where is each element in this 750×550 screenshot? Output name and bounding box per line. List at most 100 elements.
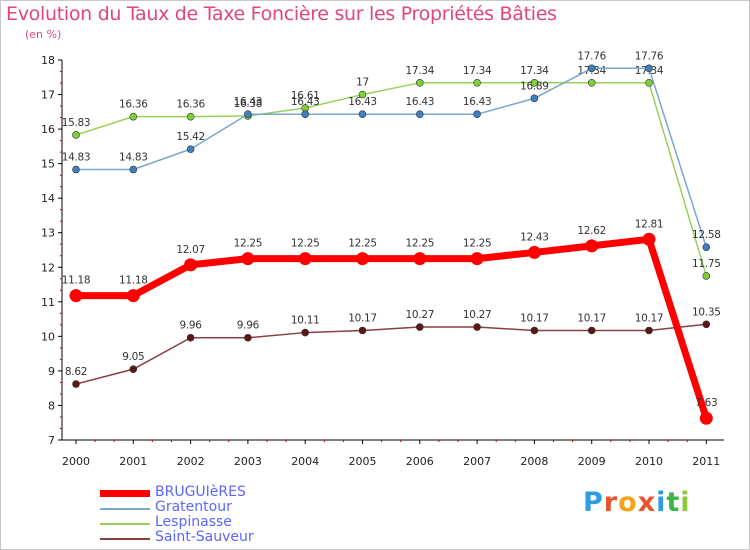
data-label-gratentour: 12.58: [692, 229, 721, 241]
data-label-bruguieres: 12.25: [348, 238, 377, 250]
data-label-lespinasse: 15.83: [62, 117, 91, 129]
chart-unit-label: (en %): [25, 28, 62, 41]
data-point-lespinasse: [587, 79, 596, 87]
data-point-lespinasse: [129, 112, 138, 121]
data-label-gratentour: 14.83: [119, 152, 148, 164]
y-tick-label: 9: [48, 365, 55, 378]
data-label-gratentour: 16.43: [234, 96, 263, 108]
data-label-gratentour: 17.76: [635, 50, 664, 62]
data-label-saintsauveur: 10.17: [520, 312, 549, 324]
data-point-gratentour: [129, 165, 138, 174]
x-tick-label: 2006: [406, 455, 434, 468]
data-label-bruguieres: 7.63: [695, 397, 717, 409]
legend-swatch-gratentour: [100, 508, 150, 510]
x-tick-label: 2003: [234, 455, 262, 468]
logo-letter: i: [680, 487, 691, 518]
logo-letter: i: [656, 487, 667, 518]
x-tick-label: 2007: [463, 455, 491, 468]
x-tick-label: 2011: [692, 455, 720, 468]
data-label-gratentour: 15.42: [176, 131, 205, 143]
data-label-saintsauveur: 10.17: [577, 312, 606, 324]
data-label-lespinasse: 11.75: [692, 258, 721, 270]
legend-swatch-saint-sauveur: [100, 538, 150, 540]
data-point-gratentour: [415, 110, 424, 119]
y-tick-label: 15: [41, 158, 55, 171]
data-label-saintsauveur: 10.27: [463, 309, 492, 321]
series-line-saintsauveur: [75, 323, 708, 385]
y-tick-label: 11: [41, 296, 55, 309]
data-label-saintsauveur: 10.17: [635, 312, 664, 324]
data-point-saintsauveur: [415, 323, 424, 331]
y-tick-label: 16: [41, 123, 55, 136]
data-point-gratentour: [530, 94, 539, 103]
data-label-bruguieres: 12.25: [291, 238, 320, 250]
data-point-lespinasse: [645, 79, 653, 87]
chart-title: Evolution du Taux de Taxe Foncière sur l…: [6, 3, 557, 25]
x-tick-label: 2008: [520, 455, 548, 468]
data-label-lespinasse: 17: [356, 77, 369, 89]
series-line-bruguieres: [72, 235, 710, 422]
data-point-gratentour: [72, 165, 80, 174]
legend-swatch-lespinasse: [100, 523, 150, 525]
legend-label-gratentour: Gratentour: [155, 499, 232, 515]
data-point-gratentour: [244, 110, 252, 119]
data-point-saintsauveur: [702, 320, 711, 329]
data-point-bruguieres: [585, 239, 599, 253]
data-label-bruguieres: 11.18: [119, 275, 148, 287]
data-label-saintsauveur: 10.27: [406, 309, 435, 321]
data-point-saintsauveur: [530, 326, 539, 335]
x-tick-label: 2000: [62, 455, 90, 468]
data-point-lespinasse: [358, 90, 367, 99]
data-point-lespinasse: [186, 112, 195, 121]
data-label-gratentour: 16.89: [520, 80, 549, 92]
data-label-saintsauveur: 8.62: [65, 366, 87, 378]
data-label-bruguieres: 12.43: [520, 231, 549, 243]
data-point-bruguieres: [470, 252, 484, 266]
data-point-gratentour: [358, 110, 367, 119]
data-point-lespinasse: [473, 79, 481, 87]
y-tick-label: 18: [41, 54, 55, 67]
data-point-bruguieres: [298, 252, 312, 266]
data-label-saintsauveur: 10.11: [291, 315, 320, 327]
data-label-bruguieres: 12.62: [577, 225, 606, 237]
data-point-bruguieres: [126, 289, 140, 303]
data-label-lespinasse: 16.38: [234, 98, 263, 110]
data-point-lespinasse: [530, 79, 539, 87]
legend-swatch-bruguieres: [100, 490, 150, 497]
data-point-lespinasse: [415, 79, 424, 87]
x-tick-label: 2001: [119, 455, 147, 468]
legend-label-bruguieres: BRUGUIèRES: [155, 484, 246, 500]
y-tick-label: 8: [48, 399, 55, 412]
data-label-saintsauveur: 10.35: [692, 306, 721, 318]
data-point-gratentour: [702, 243, 711, 252]
y-tick-label: 14: [41, 192, 55, 205]
data-label-bruguieres: 12.81: [635, 218, 664, 230]
data-label-lespinasse: 17.34: [463, 65, 492, 77]
data-point-lespinasse: [72, 131, 80, 139]
x-tick-label: 2010: [635, 455, 663, 468]
data-label-lespinasse: 16.61: [291, 90, 320, 102]
data-label-gratentour: 14.83: [62, 152, 91, 164]
data-point-bruguieres: [241, 252, 255, 266]
data-label-lespinasse: 16.36: [176, 99, 205, 111]
data-point-gratentour: [186, 145, 195, 153]
logo-letter: t: [666, 487, 681, 518]
data-point-saintsauveur: [587, 326, 596, 335]
data-label-gratentour: 16.43: [348, 96, 377, 108]
data-point-saintsauveur: [72, 380, 80, 388]
data-label-bruguieres: 12.07: [176, 244, 205, 256]
data-point-bruguieres: [413, 252, 427, 266]
data-point-saintsauveur: [186, 333, 195, 342]
y-tick-label: 10: [41, 330, 55, 343]
data-label-lespinasse: 17.34: [520, 65, 549, 77]
x-tick-label: 2005: [349, 455, 377, 468]
data-point-lespinasse: [702, 272, 711, 280]
y-tick-label: 17: [41, 89, 55, 102]
data-point-bruguieres: [699, 411, 713, 425]
data-label-gratentour: 16.43: [463, 96, 492, 108]
x-tick-label: 2009: [578, 455, 606, 468]
data-point-saintsauveur: [473, 323, 481, 331]
series-line-gratentour: [75, 67, 708, 248]
y-tick-label: 13: [41, 227, 55, 240]
